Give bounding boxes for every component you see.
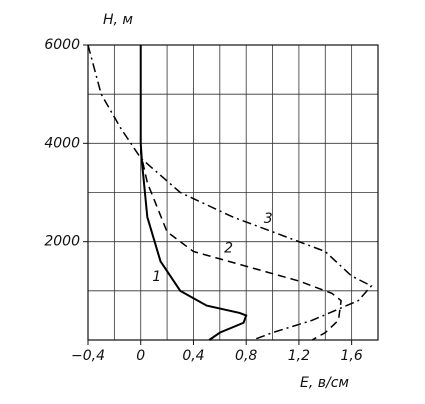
series-line <box>87 44 373 341</box>
y-tick-label: 4000 <box>44 135 80 151</box>
y-tick-label: 6000 <box>44 37 80 53</box>
x-tick-label: −0,4 <box>71 348 105 364</box>
series-label: 1 <box>152 269 161 285</box>
x-tick-label: 0,4 <box>182 348 204 364</box>
series-line <box>139 45 342 341</box>
x-tick-label: 0 <box>136 348 145 364</box>
series-label: 2 <box>224 240 233 256</box>
series-label: 3 <box>264 211 273 227</box>
x-tick-label: 1,6 <box>341 348 363 364</box>
x-tick-label: 0,8 <box>235 348 257 364</box>
x-axis-label: E, в/см <box>300 375 349 391</box>
plot-frame <box>87 44 379 341</box>
y-tick-label: 2000 <box>44 234 80 250</box>
y-axis-label: H, м <box>103 12 133 28</box>
x-tick-label: 1,2 <box>288 348 310 364</box>
